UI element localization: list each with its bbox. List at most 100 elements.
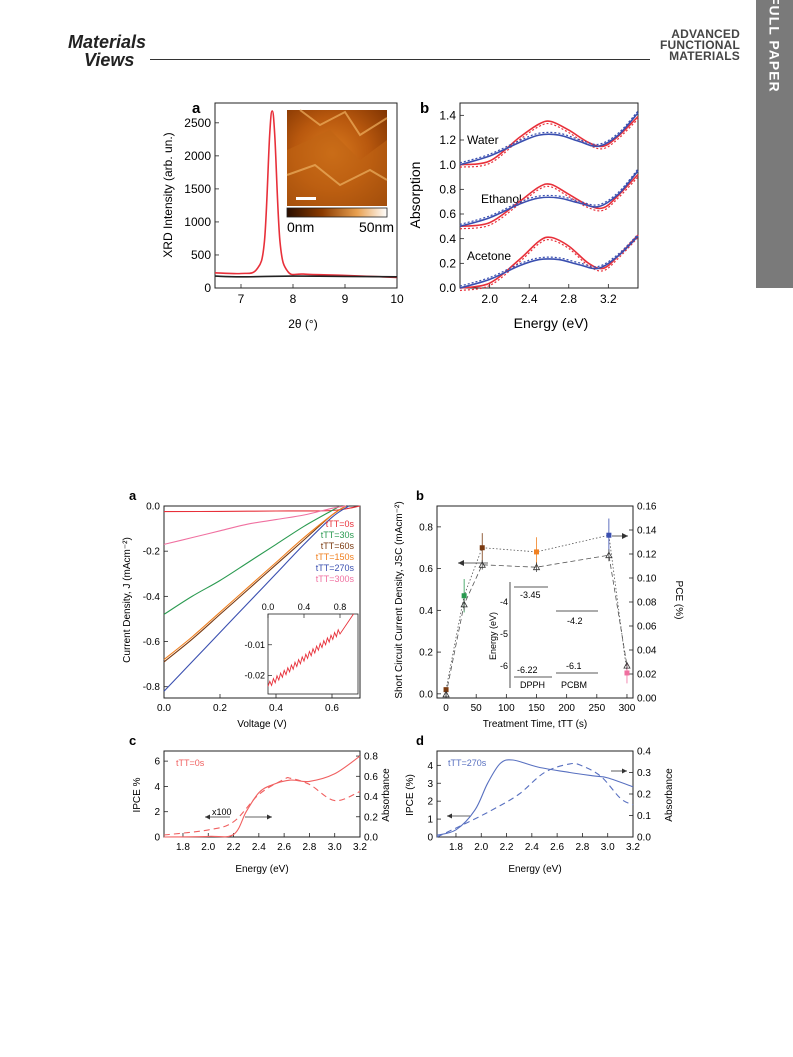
fig2-b-xtick-label: 300 [619, 703, 636, 714]
fig2-b-xlabel: Treatment Time, tTT (s) [483, 719, 587, 730]
fig2-c-xtick-label: 3.2 [353, 842, 367, 853]
fig2-a-xlabel: Voltage (V) [237, 719, 286, 730]
fig2-a-xtick-label: 0.0 [157, 703, 171, 714]
fig1-a-ytick-label: 0 [204, 281, 211, 295]
fig1-b-frame [459, 102, 639, 289]
fig1-b-series-dotted [459, 118, 639, 168]
fig2-c-ipce-line [163, 755, 361, 838]
fig1-a-ytick-label: 2500 [184, 116, 211, 130]
fig1-a-series-line [214, 275, 398, 278]
fig2-a-panel-label: a [129, 488, 137, 503]
fig1-b-series-line [459, 173, 639, 228]
fig1-a-panel-label: a [192, 100, 201, 117]
figure-1: a XRD Intensity (arb. un.) 2θ (°) 7 8 9 100… [161, 100, 639, 331]
jsc-point [534, 549, 540, 555]
fig2-d-right-ytick-label: 0.1 [637, 811, 651, 822]
fig2-b-ytick-label: 0.6 [419, 564, 433, 575]
fig2-c-ylabel: IPCE % [132, 777, 143, 812]
fig2-a-legend-entry: tTT=60s [321, 541, 355, 551]
fig2-c-panel-label: c [129, 733, 136, 748]
fig2-b-right-ytick-label: 0.10 [637, 574, 657, 585]
fig1-b-ytick-label: 1.0 [439, 158, 456, 172]
fig1-b-ytick-label: 1.2 [439, 133, 456, 147]
fig2-d-xtick-label: 1.8 [449, 842, 463, 853]
fig1-b-label-water: Water [467, 133, 499, 147]
fig2-a-legend-entry: tTT=30s [321, 530, 355, 540]
fig2-b-ytick-label: 0.8 [419, 522, 433, 533]
fig2-a-xtick-label: 0.6 [325, 703, 339, 714]
pce-point [460, 600, 468, 608]
fig2-b-ytick-label: 0.0 [419, 689, 433, 700]
fig1-a-ytick-label: 1500 [184, 182, 211, 196]
fig1-a-ytick-label: 500 [191, 248, 211, 262]
fig2-a-series-line [163, 505, 350, 692]
journal-logo-line2: FUNCTIONAL [660, 38, 740, 52]
materials-views-logo: Materials Views [68, 32, 146, 70]
fig2-c-arrows [205, 814, 272, 820]
dpp-lumo-label: -3.45 [520, 590, 541, 600]
fig2-a-legend-entry: tTT=270s [316, 563, 355, 573]
fig2-d-xtick-label: 2.8 [575, 842, 589, 853]
journal-logo-line3: MATERIALS [669, 49, 740, 63]
fig1-b-xlabel: Energy (eV) [514, 315, 589, 331]
fig1-b-ytick-label: 1.4 [439, 109, 456, 123]
fig2-c-xtick-label: 2.6 [277, 842, 291, 853]
fig1-b-series-dotted [459, 236, 639, 292]
fig2-d-xtick-label: 2.2 [500, 842, 514, 853]
pce-point [605, 551, 613, 559]
fig1-b-xtick-label: 2.0 [481, 292, 498, 306]
fig2-b-xtick-label: 200 [558, 703, 575, 714]
dpp-label: DPPH [520, 680, 545, 690]
fig2-c-ytick-label: 4 [154, 782, 160, 793]
fig2-b-xtick-label: 0 [443, 703, 449, 714]
fig1-b-series-dotted [459, 233, 639, 287]
inset-ytick-label: -0.02 [244, 671, 265, 681]
fig2-c-xlabel: Energy (eV) [235, 864, 288, 875]
inset-ytick-label: -0.01 [244, 640, 265, 650]
fig2-c-legend: tTT=0s [176, 758, 205, 768]
fig2-a-series-line [163, 505, 341, 615]
journal-logo-line1: ADVANCED [671, 27, 740, 41]
fig1-b-ytick-label: 0.2 [439, 257, 456, 271]
fig2-d-arrows [447, 768, 627, 819]
fig1-b-xtick-label: 2.4 [521, 292, 538, 306]
jsc-point [461, 593, 467, 599]
fig1-b-series-line [459, 170, 639, 228]
journal-logo: ADVANCED FUNCTIONAL MATERIALS [650, 27, 740, 63]
fig2-d-right-ytick-label: 0.4 [637, 747, 651, 758]
fig2-d-ytick-label: 0 [427, 833, 433, 844]
fig2-d-xtick-label: 2.4 [525, 842, 539, 853]
inset-xtick-label: 0.8 [334, 602, 347, 612]
jsc-point [606, 532, 612, 538]
fig2-d-xtick-label: 2.6 [550, 842, 564, 853]
fig2-d-xlabel: Energy (eV) [508, 864, 561, 875]
fig1-b-ytick-label: 0.4 [439, 232, 456, 246]
fig2-b-xtick-label: 50 [471, 703, 483, 714]
fig2-b-right-ytick-label: 0.04 [637, 646, 657, 657]
fig2-a-legend-entry: tTT=0s [326, 519, 355, 529]
fig1-b-ytick-label: 0.6 [439, 207, 456, 221]
fig2-d-xtick-label: 3.2 [626, 842, 640, 853]
logo-line2: Views [84, 50, 134, 70]
fig2-b-xtick-label: 250 [588, 703, 605, 714]
fig1-b-series-line [459, 112, 639, 166]
fig1-b-ylabel: Absorption [407, 162, 423, 229]
inset-xtick-label: 0.4 [298, 602, 311, 612]
fig1-a-xtick-label: 10 [390, 292, 404, 306]
energy-level-inset: Energy (eV) -4 -5 -6 -3.45 -4.2 -6.22 -6… [488, 582, 602, 690]
fig2-a-legend-entry: tTT=150s [316, 552, 355, 562]
fig2-a-ytick-label: -0.8 [143, 682, 161, 693]
fig2-c-ylabel-right: Absorbance [381, 768, 392, 822]
fig1-b-label-acetone: Acetone [467, 249, 511, 263]
fig1-a-frame [214, 102, 398, 289]
colorbar-min-label: 0nm [287, 219, 314, 235]
fig1-b-series-dotted [459, 168, 639, 226]
fig2-a-xtick-label: 0.2 [213, 703, 227, 714]
fig2-b-panel-label: b [416, 488, 424, 503]
fig2-c-absorbance-line [163, 776, 361, 836]
fig2-d-panel-label: d [416, 733, 424, 748]
fig2-c-ytick-label: 6 [154, 757, 160, 768]
fig2-d-xtick-label: 2.0 [474, 842, 488, 853]
fig2-c-xtick-label: 2.2 [227, 842, 241, 853]
fig2-a-inset-frame [267, 613, 359, 695]
